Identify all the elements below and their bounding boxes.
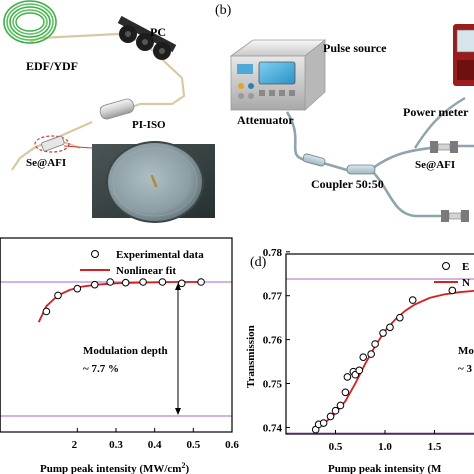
pulse-source-device (229, 39, 327, 111)
data-point-c (121, 278, 130, 287)
legend-c: Experimental data Nonlinear fit (80, 249, 204, 277)
data-point-d (396, 313, 404, 322)
x-tick-label-c: 0.3 (109, 439, 123, 451)
data-point-d (326, 412, 335, 421)
data-point-d (319, 419, 328, 427)
edf-coil (3, 0, 57, 44)
data-point-c (42, 307, 51, 316)
fiber-to-meter (413, 96, 466, 149)
data-point-d (341, 388, 350, 397)
data-point-d (448, 286, 457, 295)
annotation-modulation-c: Modulation depth (83, 345, 168, 357)
data-point-d (343, 373, 352, 381)
y-tick-label-d: 0.77 (263, 291, 283, 303)
label-edf: EDF/YDF (26, 59, 78, 73)
label-pulse-source: Pulse source (323, 41, 387, 55)
legend-fit-d: N (462, 277, 470, 289)
y-tick-label-d: 0.78 (263, 247, 283, 259)
y-tick-label-d: 0.75 (263, 379, 283, 391)
panel-d-chart: (d) 0.74 0.75 0.76 0.77 0.78 0.5 1.0 1.5 E N Mo… (245, 247, 474, 474)
se-afi-mount (430, 141, 458, 153)
fiber-branch-lower (372, 171, 441, 218)
polarization-controller (117, 15, 177, 60)
panel-a-laser-cavity: EDF/YDF PC PI-ISO Se@AFI (3, 0, 215, 223)
x-tick-label-c: 0.4 (148, 439, 162, 451)
fiber-to-coupler (322, 161, 348, 172)
annotation-depth-d: ~ 3 (458, 363, 472, 375)
panel-b-tag: (b) (215, 3, 232, 18)
data-point-c (197, 278, 205, 286)
data-point-d (359, 353, 368, 361)
y-tick-label-d: 0.74 (263, 422, 283, 434)
arrow-head-down (175, 408, 181, 415)
arrow-head-up (175, 283, 181, 290)
x-tick-label-c: 0.6 (225, 439, 239, 451)
data-point-c (90, 280, 99, 289)
x-axis-label-c: Pump peak intensity (MW/cm2) (40, 461, 189, 474)
fiber-path (11, 32, 186, 171)
fiber-branch-upper (372, 144, 474, 170)
label-power-meter: Power meter (403, 105, 469, 119)
plot-frame-d (285, 253, 474, 435)
data-point-d (367, 350, 375, 358)
legend-point-marker-d (442, 262, 450, 270)
legend-d: E N (434, 261, 470, 289)
fiber-from-source (285, 111, 306, 162)
panel-c-chart: 2 0.3 0.4 0.5 0.6 Experimental data Nonlinea… (0, 237, 239, 474)
se-afi-connector (34, 135, 70, 153)
data-point-d (371, 340, 379, 348)
label-pc: PC (150, 25, 166, 39)
data-point-d (386, 323, 394, 332)
label-se-afi-a: Se@AFI (26, 157, 66, 169)
annotation-modulation-d: Mo (458, 345, 474, 357)
plot-frame (0, 237, 233, 433)
label-pi-iso: PI-ISO (132, 119, 166, 131)
sample-photo (92, 141, 215, 223)
legend-experimental-c: Experimental data (116, 249, 204, 261)
annotation-depth-c: ~ 7.7 % (83, 363, 119, 375)
data-point-d (408, 296, 417, 304)
x-tick-label-c: 2 (72, 439, 78, 451)
data-point-d (331, 406, 340, 415)
reference-connector (441, 210, 469, 222)
label-coupler: Coupler 50:50 (311, 177, 384, 191)
panel-b-setup: (b) Pulse source Pow (215, 3, 474, 222)
x-tick-label-d: 1.5 (428, 441, 442, 453)
pi-iso-isolator (99, 98, 135, 120)
y-tick-label-d: 0.76 (263, 335, 283, 347)
data-point-c (158, 278, 167, 286)
legend-point-marker (91, 250, 99, 258)
panel-d-tag: (d) (250, 255, 267, 270)
data-point-c (54, 291, 62, 300)
data-point-c (106, 278, 114, 286)
x-tick-label-d: 0.5 (329, 441, 343, 453)
data-point-d (355, 366, 364, 375)
data-point-c (139, 278, 147, 286)
power-meter-device (453, 24, 474, 86)
x-tick-label-c: 0.5 (186, 439, 200, 451)
data-point-c (73, 284, 82, 293)
y-axis-label-d: Transmission (245, 325, 257, 388)
coupler-device (346, 164, 376, 175)
label-se-afi-b: Se@AFI (415, 159, 455, 171)
legend-fit-c: Nonlinear fit (116, 265, 176, 277)
data-point-d (379, 329, 387, 337)
x-axis-label-d: Pump peak intensity (M (328, 463, 442, 474)
attenuator-device (302, 153, 326, 167)
data-point-d (336, 401, 345, 410)
label-attenuator: Attenuator (237, 113, 294, 127)
data-point-c (177, 279, 186, 288)
legend-experimental-d: E (462, 261, 469, 273)
x-tick-label-d: 1.0 (378, 441, 392, 453)
